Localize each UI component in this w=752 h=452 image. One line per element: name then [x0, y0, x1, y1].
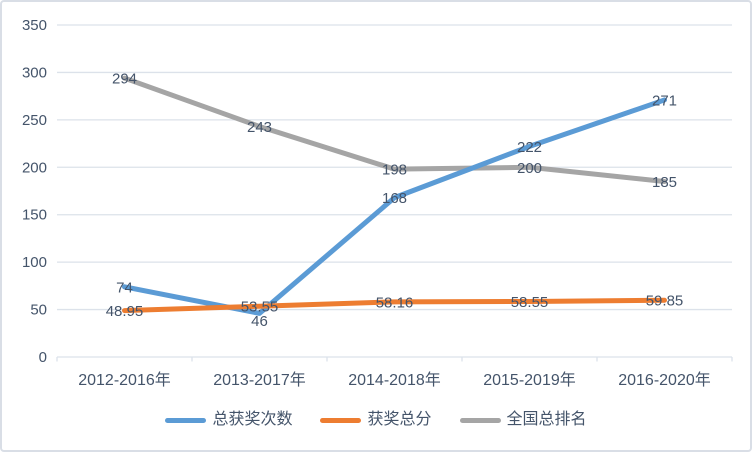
series-line-0 [122, 97, 667, 316]
legend-label-series-2: 全国总排名 [506, 411, 587, 428]
data-label-series-1-pt-0: 48.95 [106, 303, 144, 320]
legend-item-series-1: 获奖总分 [320, 411, 432, 428]
chart-legend: 总获奖次数 获奖总分 全国总排名 [2, 412, 750, 428]
x-axis-category-label: 2016-2020年 [618, 371, 711, 389]
legend-label-series-1: 获奖总分 [367, 411, 432, 428]
data-label-series-2-pt-0: 294 [112, 71, 137, 88]
x-axis-category-label: 2013-2017年 [213, 371, 306, 389]
y-axis-tick-label: 200 [22, 159, 47, 176]
x-axis-category-label: 2015-2019年 [483, 371, 576, 389]
y-axis-tick-label: 0 [39, 349, 47, 366]
data-label-series-2-pt-2: 198 [382, 162, 407, 179]
legend-marker-orange-line [320, 417, 362, 423]
legend-marker-blue-line [165, 417, 207, 423]
legend-label-series-0: 总获奖次数 [212, 411, 293, 428]
series-line-1 [122, 297, 667, 314]
y-axis-tick-label: 50 [30, 302, 47, 319]
data-label-series-1-pt-3: 58.55 [511, 294, 549, 311]
y-axis-tick-label: 350 [22, 17, 47, 34]
data-label-series-1-pt-1: 53.55 [241, 299, 279, 316]
data-label-series-0-pt-1: 46 [251, 313, 268, 330]
x-axis-category-label: 2014-2018年 [348, 371, 441, 389]
legend-item-series-0: 总获奖次数 [165, 412, 292, 428]
data-label-series-0-pt-3: 222 [517, 139, 542, 156]
legend-item-series-2: 全国总排名 [459, 411, 587, 428]
line-chart-plot: 0 50 100 150 200 250 300 350 2012-2016年 2013-2017… [22, 17, 733, 389]
data-label-series-1-pt-2: 58.16 [376, 294, 414, 311]
legend-marker-gray-line [459, 417, 501, 423]
x-axis-category-label: 2012-2016年 [78, 371, 171, 389]
data-label-series-0-pt-4: 271 [652, 92, 677, 109]
data-label-series-0-pt-0: 74 [116, 279, 133, 296]
y-axis-tick-label: 150 [22, 207, 47, 224]
y-axis-tick-label: 100 [22, 254, 47, 271]
data-label-series-2-pt-3: 200 [517, 160, 542, 177]
data-label-series-2-pt-1: 243 [247, 119, 272, 136]
series-line-2 [122, 75, 667, 185]
data-label-series-2-pt-4: 185 [652, 174, 677, 191]
y-axis-tick-label: 250 [22, 112, 47, 129]
data-label-series-1-pt-4: 59.85 [646, 293, 684, 310]
y-axis-tick-label: 300 [22, 64, 47, 81]
data-label-series-0-pt-2: 168 [382, 190, 407, 207]
